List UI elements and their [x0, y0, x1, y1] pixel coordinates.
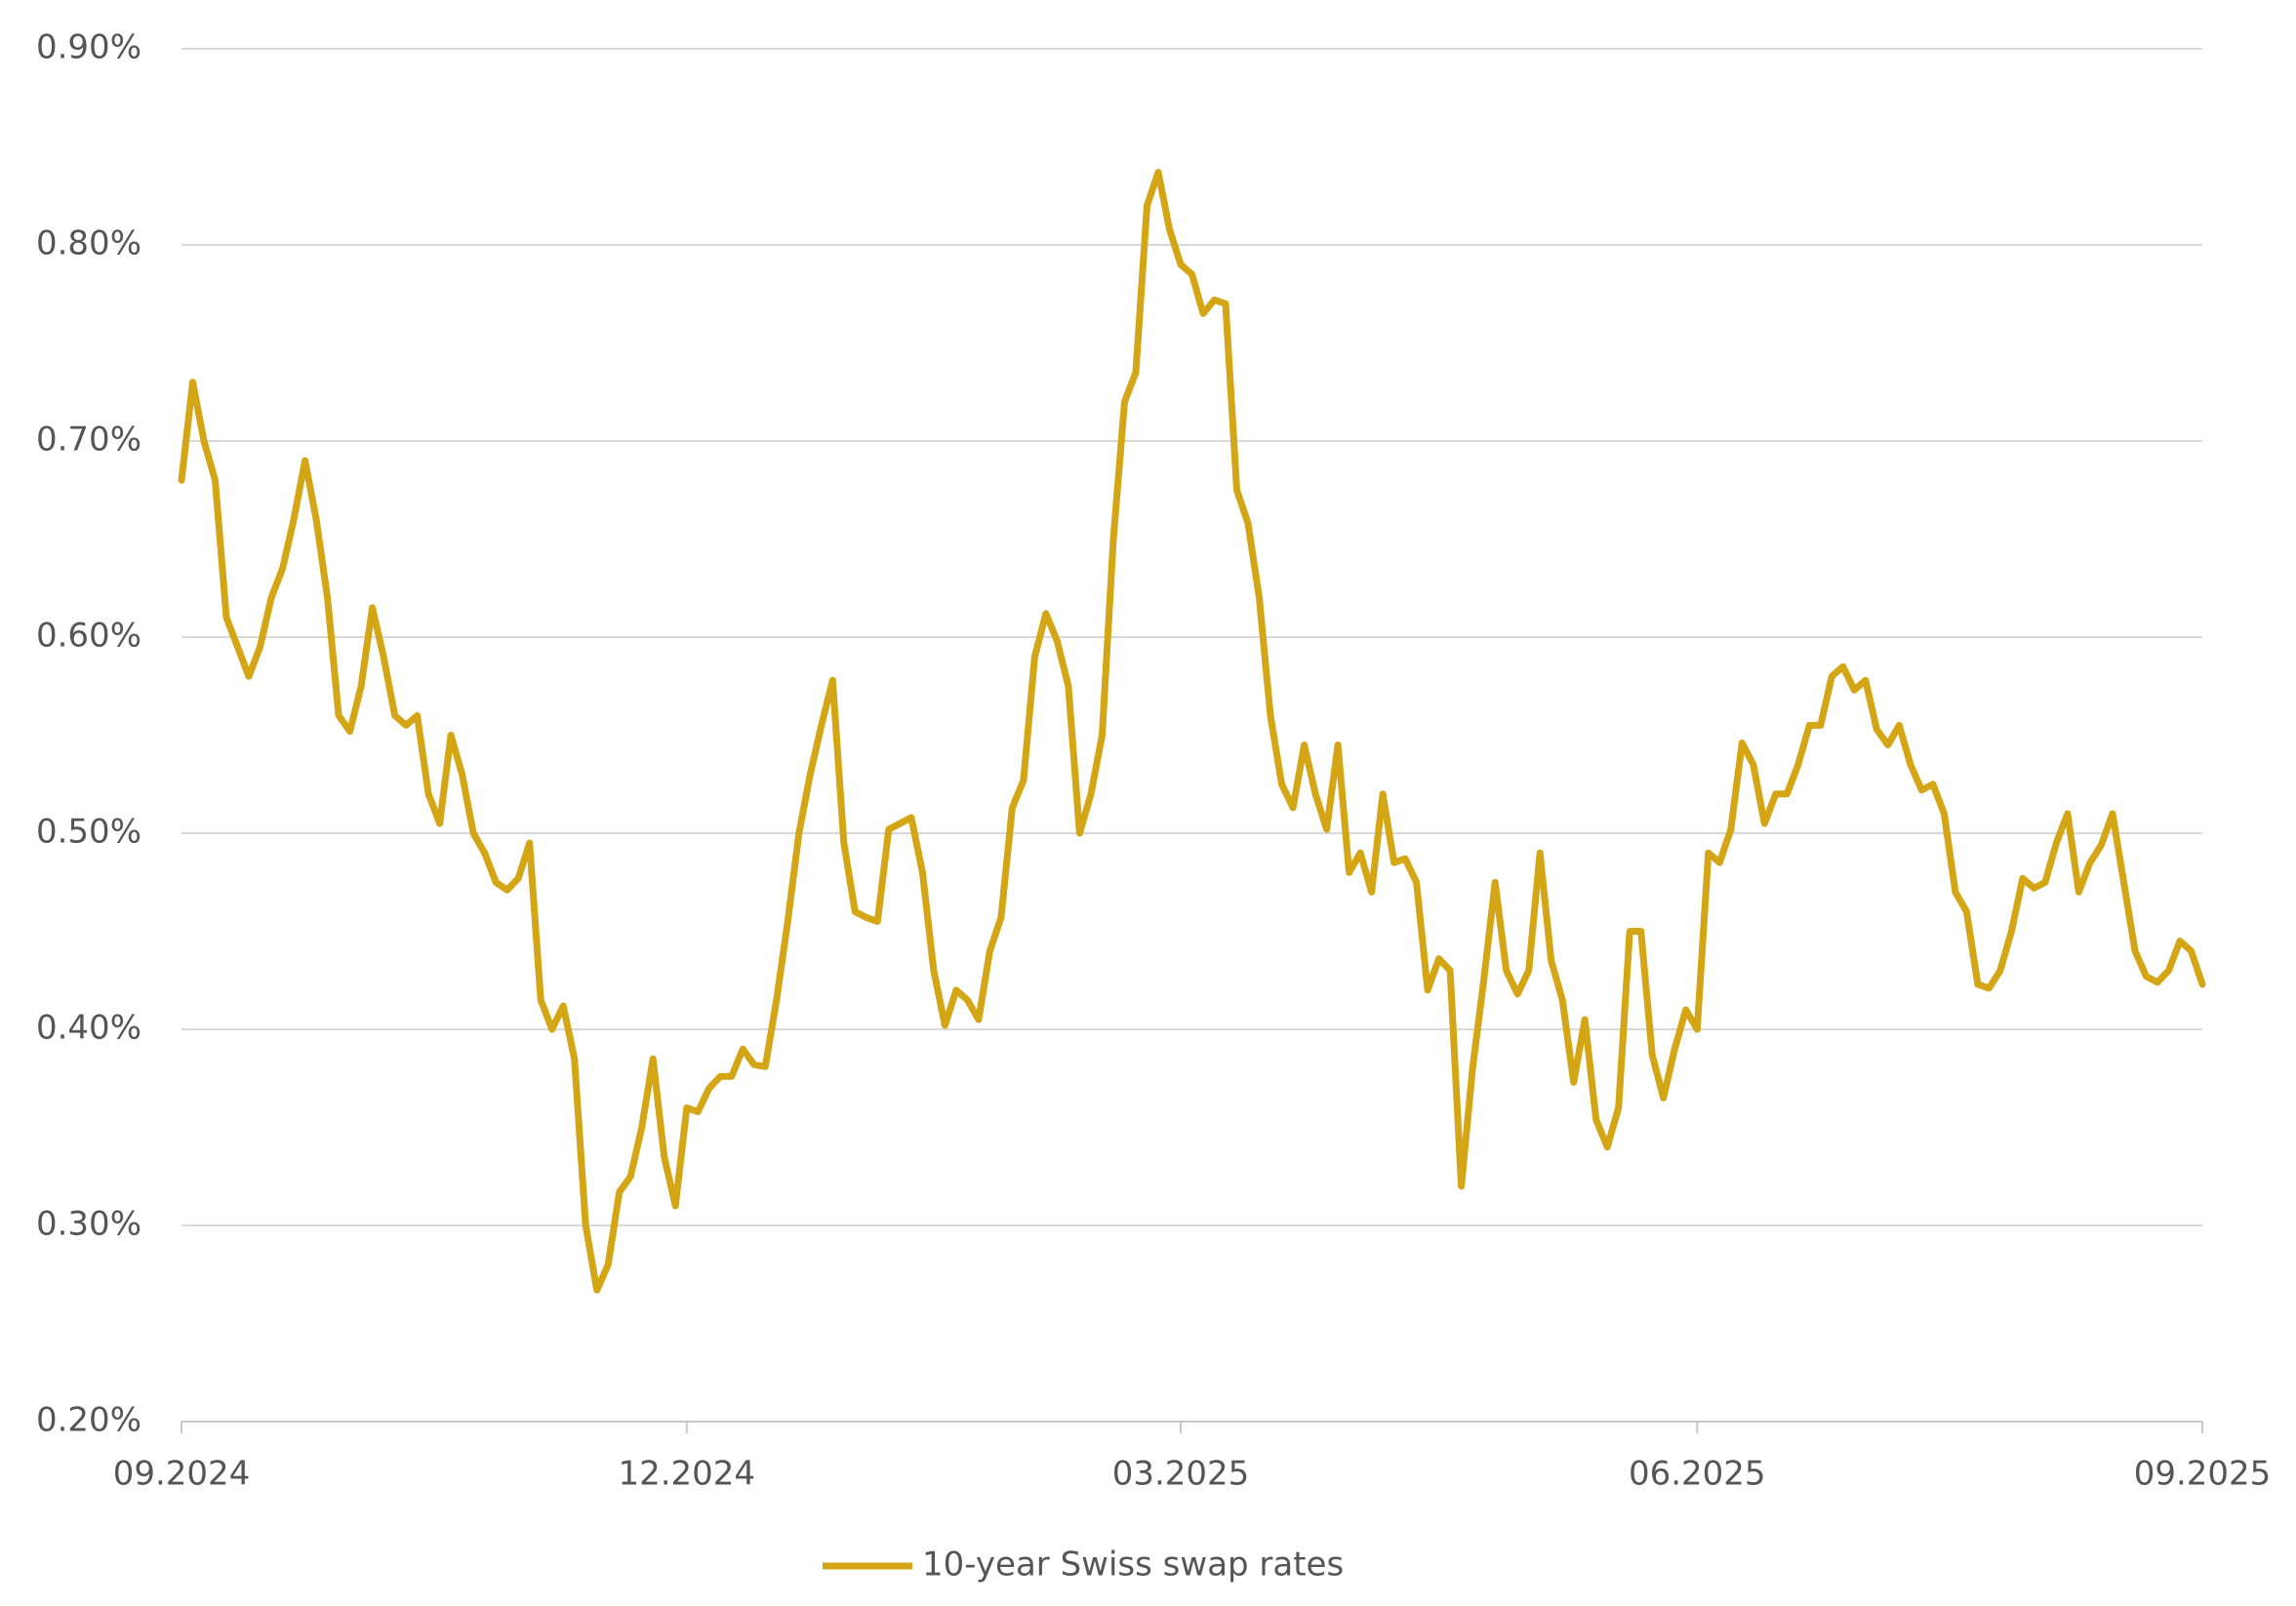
y-tick-label: 0.90% [36, 28, 141, 67]
y-tick-label: 0.70% [36, 421, 141, 460]
x-tick-label: 09.2024 [113, 1455, 251, 1494]
x-tick-label: 03.2025 [1112, 1455, 1250, 1494]
y-tick-label: 0.60% [36, 617, 141, 656]
legend-label: 10-year Swiss swap rates [922, 1546, 1344, 1585]
x-tick-label: 12.2024 [618, 1455, 755, 1494]
x-tick-label: 06.2025 [1629, 1455, 1766, 1494]
y-tick-label: 0.50% [36, 813, 141, 852]
y-tick-label: 0.30% [36, 1205, 141, 1244]
y-tick-label: 0.80% [36, 224, 141, 263]
y-tick-label: 0.40% [36, 1009, 141, 1048]
series-line [178, 169, 2206, 1294]
x-tick-label: 09.2025 [2134, 1455, 2272, 1494]
y-tick-label: 0.20% [36, 1401, 141, 1440]
